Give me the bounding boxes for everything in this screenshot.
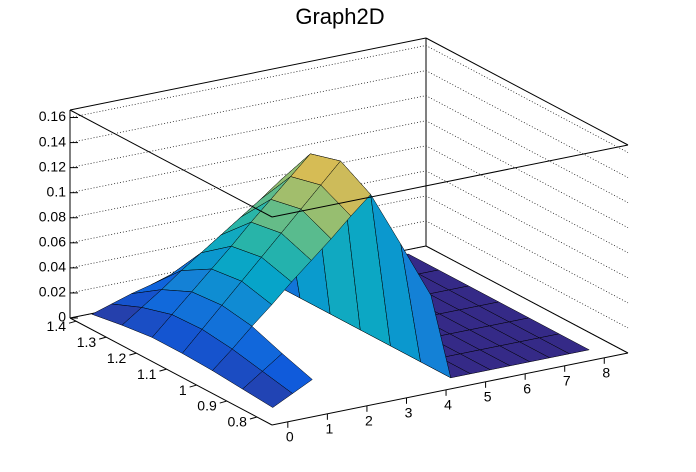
y-tick-label: 1.2 (107, 350, 127, 366)
y-tick-label: 0.8 (227, 414, 247, 430)
y-tick-label: 1 (179, 382, 187, 398)
x-tick-label: 0 (286, 429, 294, 445)
z-tick-label: 0 (58, 309, 66, 325)
y-tick (249, 416, 258, 420)
y-tick-label: 1.3 (77, 334, 97, 350)
grid-line (69, 145, 629, 254)
surface-patch (242, 370, 293, 408)
surface-patch (400, 244, 452, 379)
grid-line (69, 245, 629, 354)
y-tick-label: 1.1 (137, 366, 157, 382)
box-edge (69, 37, 427, 111)
grid-line (69, 70, 629, 178)
x-tick-label: 6 (523, 381, 531, 397)
x-tick-label: 7 (563, 373, 571, 389)
x-axis (271, 352, 629, 426)
z-tick-label: 0.14 (39, 133, 66, 149)
grid-line (69, 220, 629, 329)
y-tick-label: 0.9 (197, 398, 217, 414)
z-tick-label: 0.06 (39, 234, 66, 250)
grid-line (69, 195, 629, 304)
x-tick-label: 2 (365, 413, 373, 429)
z-tick-label: 0.16 (39, 108, 66, 124)
grid-line (69, 120, 629, 229)
x-tick-label: 5 (484, 389, 492, 405)
y-tick (219, 400, 227, 404)
z-tick-label: 0.1 (47, 183, 67, 199)
z-tick-label: 0.04 (39, 259, 66, 275)
y-tick (159, 368, 167, 372)
y-axis (69, 317, 273, 426)
y-tick-label: 1.4 (47, 318, 67, 334)
box-edge (425, 37, 629, 146)
box-edge (271, 144, 629, 218)
y-tick (99, 336, 107, 340)
y-tick (129, 352, 137, 356)
x-tick-label: 4 (444, 397, 452, 413)
x-tick-label: 1 (325, 421, 333, 437)
x-tick-label: 8 (602, 365, 610, 381)
y-tick (189, 384, 197, 388)
grid-line (69, 45, 629, 153)
grid-line (69, 170, 629, 279)
z-tick-label: 0.12 (39, 158, 66, 174)
y-tick (68, 320, 77, 324)
z-tick-label: 0.02 (39, 284, 66, 300)
chart-title: Graph2D (295, 4, 384, 29)
x-tick-label: 3 (405, 405, 413, 421)
box-edge (69, 109, 273, 218)
grid-line (69, 95, 629, 203)
z-tick-label: 0.08 (39, 208, 66, 224)
